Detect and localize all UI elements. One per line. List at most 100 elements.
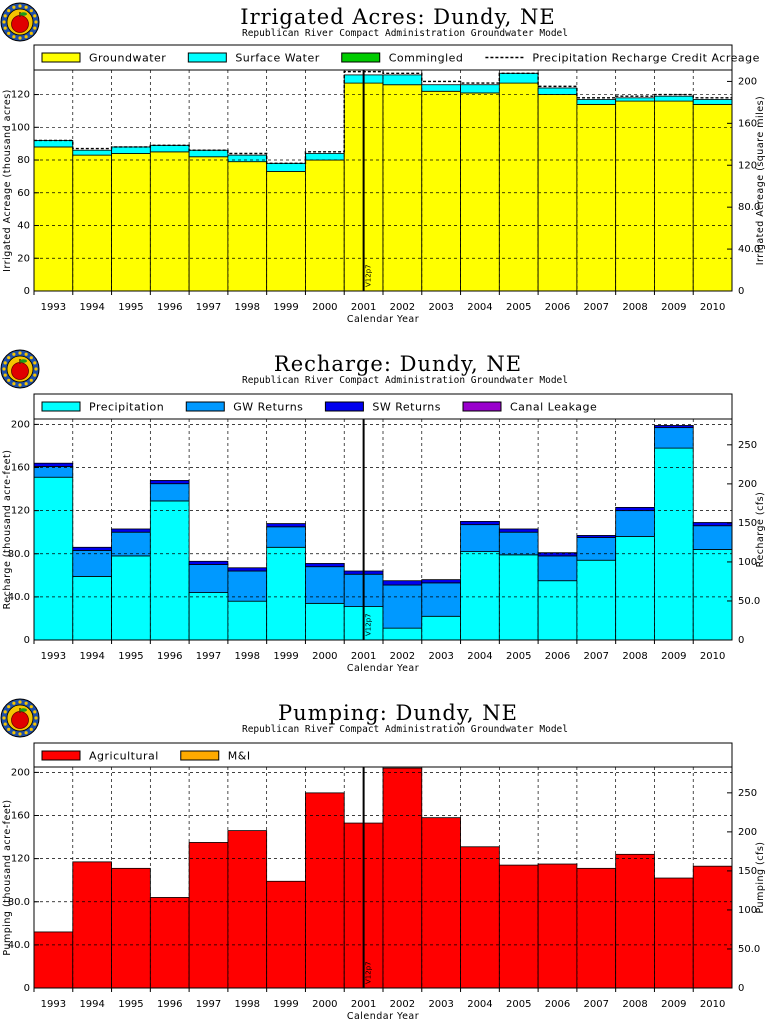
bar	[227, 567, 268, 572]
legend-swatch	[185, 401, 225, 412]
y-tick-label: 40.0	[8, 592, 30, 603]
logo-stem	[19, 359, 21, 364]
y2-axis-label: Irrigated Acreage (square miles)	[755, 96, 766, 266]
bar	[576, 559, 617, 641]
legend-box	[33, 44, 733, 71]
bar	[421, 615, 461, 641]
logo-ring-dot	[24, 35, 28, 39]
y-tick-label: 40.0	[8, 940, 30, 951]
y-tick-label: 200	[11, 767, 30, 778]
bar	[576, 103, 617, 292]
x-tick-label: 2006	[545, 651, 570, 662]
logo-ring-dot	[18, 383, 22, 387]
x-tick-label: 1999	[273, 999, 298, 1010]
bar	[305, 566, 345, 604]
x-tick-label: 2003	[428, 999, 453, 1010]
bar	[33, 931, 74, 989]
logo-ring-dot	[33, 361, 37, 365]
y2-tick-label: 160	[738, 118, 757, 129]
y-axis-label: Recharge (thousand acre-feet)	[2, 450, 13, 610]
bar	[576, 535, 617, 538]
bar	[615, 510, 655, 537]
x-tick-label: 1994	[79, 651, 104, 662]
bar	[149, 151, 190, 292]
y2-axis-label: Pumping (cfs)	[755, 841, 766, 913]
x-tick-label: 2008	[622, 302, 647, 313]
bar	[72, 575, 112, 641]
logo-ring-dot	[7, 9, 11, 13]
logo-ring-dot	[18, 351, 22, 355]
logo-apple	[11, 711, 29, 729]
bar	[72, 546, 112, 551]
x-tick-label: 1998	[235, 999, 260, 1010]
bar	[460, 92, 500, 292]
x-tick-label: 1995	[118, 999, 143, 1010]
bar	[654, 95, 694, 102]
logo-ring-dot	[7, 356, 11, 360]
bar	[498, 531, 539, 556]
logo-ring-dot	[29, 705, 33, 709]
logo-ring-dot	[7, 378, 11, 382]
y-tick-label: 60	[17, 188, 30, 199]
logo-ring-dot	[3, 361, 7, 365]
bar	[111, 867, 151, 989]
bar	[266, 171, 306, 292]
bar	[537, 555, 578, 582]
logo-ring-dot	[18, 4, 22, 8]
logo-ring-dot	[33, 373, 37, 377]
logo-ring-dot	[33, 26, 37, 30]
logo-ring-dot	[24, 731, 28, 735]
y-tick-label: 0	[24, 635, 30, 646]
x-tick-label: 1997	[196, 302, 221, 313]
logo-ring-dot	[29, 356, 33, 360]
bar	[537, 863, 578, 989]
legend-label: Precipitation	[89, 401, 164, 414]
legend-label: Surface Water	[235, 52, 319, 65]
x-tick-label: 2007	[584, 999, 609, 1010]
bar	[111, 531, 151, 557]
y-tick-label: 0	[24, 286, 30, 297]
logo-ring-dot	[12, 731, 16, 735]
logo-ring-dot	[2, 20, 6, 24]
bar	[266, 523, 306, 528]
x-tick-label: 2004	[467, 999, 492, 1010]
bar	[382, 74, 423, 86]
bar	[615, 506, 655, 512]
y-tick-label: 40	[17, 221, 30, 232]
y2-tick-label: 80.0	[738, 202, 760, 213]
x-tick-label: 1997	[196, 651, 221, 662]
bar	[111, 528, 151, 533]
logo-ring-dot	[34, 716, 38, 720]
logo-ring-dot	[3, 710, 7, 714]
bar	[266, 526, 306, 548]
legend-label: SW Returns	[372, 401, 441, 414]
bar	[692, 549, 733, 641]
bar	[305, 602, 345, 641]
bar	[576, 867, 617, 989]
bar	[33, 462, 74, 467]
bar	[421, 582, 461, 617]
chart-subtitle: Republican River Compact Administration …	[242, 375, 568, 386]
bar	[227, 600, 268, 641]
x-tick-label: 2007	[584, 651, 609, 662]
logo-ring-dot	[12, 701, 16, 705]
y-tick-label: 200	[11, 419, 30, 430]
logo-ring-dot	[12, 35, 16, 39]
bar	[498, 82, 539, 292]
x-axis-label: Calendar Year	[347, 314, 419, 325]
bar	[498, 864, 539, 989]
bar	[460, 84, 500, 94]
legend-label: Groundwater	[89, 52, 166, 65]
x-tick-label: 2007	[584, 302, 609, 313]
chart-title: Recharge: Dundy, NE	[274, 352, 522, 376]
logo-ring-dot	[33, 710, 37, 714]
bar	[692, 103, 733, 292]
bar	[460, 551, 500, 641]
bar	[576, 537, 617, 561]
x-tick-label: 2002	[390, 999, 415, 1010]
x-tick-label: 2000	[312, 302, 337, 313]
x-tick-label: 2004	[467, 302, 492, 313]
logo-ring-dot	[3, 373, 7, 377]
bar	[72, 149, 112, 156]
bar	[615, 97, 655, 102]
